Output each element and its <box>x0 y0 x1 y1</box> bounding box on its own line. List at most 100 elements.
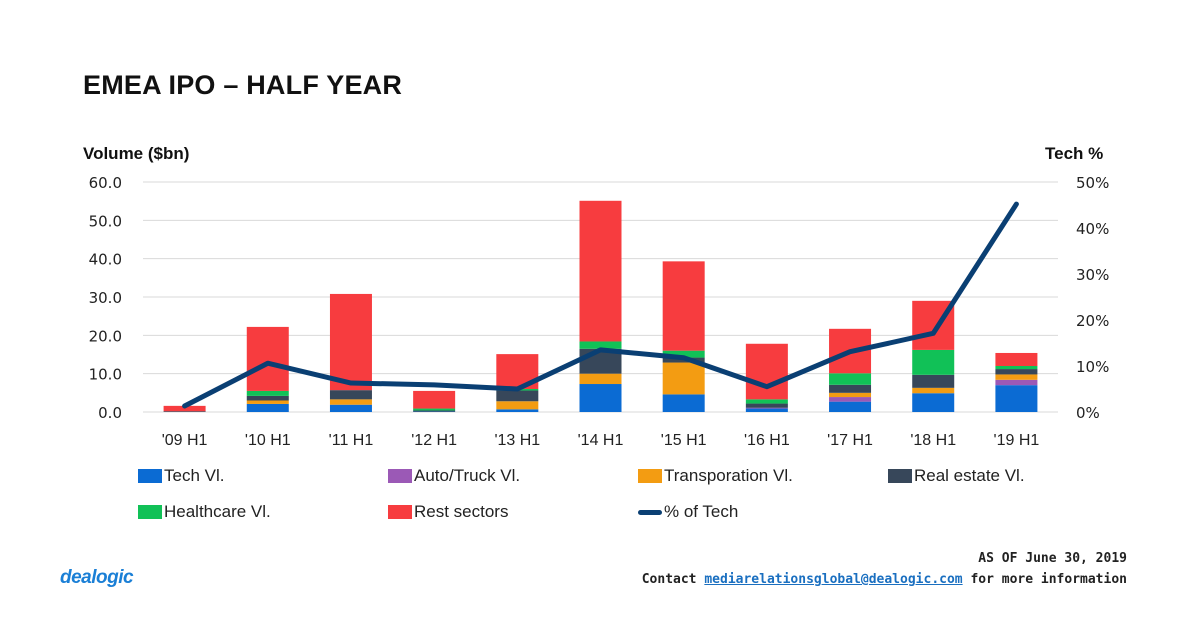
bar-segment-realestate <box>413 410 456 412</box>
bar-segment-healthcare <box>662 350 705 358</box>
bar-segment-healthcare <box>579 341 622 349</box>
legend-swatch-auto <box>388 469 412 483</box>
y-tick-label: 40.0 <box>89 251 122 269</box>
bar-segment-rest <box>163 405 206 412</box>
left-axis-title: Volume ($bn) <box>83 144 190 163</box>
bar-segment-realestate <box>829 384 872 393</box>
bar-segment-rest <box>413 390 456 409</box>
legend-label: Transporation Vl. <box>664 466 793 485</box>
legend-item-realestate: Real estate Vl. <box>888 466 1025 486</box>
contact-email-link[interactable]: mediarelationsglobal@dealogic.com <box>704 572 963 587</box>
bar-segment-transport <box>829 392 872 398</box>
bar-segment-auto <box>745 407 788 409</box>
bar-segment-tech <box>579 384 622 412</box>
y2-tick-label: 50% <box>1076 174 1109 192</box>
bar-segment-tech <box>662 394 705 412</box>
contact-suffix: for more information <box>970 572 1127 587</box>
y-tick-label: 0.0 <box>98 404 122 422</box>
legend-label: Auto/Truck Vl. <box>414 466 521 485</box>
bar-segment-transport <box>662 362 705 395</box>
x-tick-label: '10 H1 <box>245 432 291 449</box>
x-tick-label: '11 H1 <box>329 432 374 449</box>
footer: AS OF June 30, 2019 Contact mediarelatio… <box>642 548 1127 590</box>
bar-segment-transport <box>496 401 539 410</box>
legend-swatch-tech <box>138 469 162 483</box>
bar-segment-transport <box>995 374 1038 380</box>
bar-segment-tech <box>745 408 788 412</box>
legend-swatch-healthcare <box>138 505 162 519</box>
bar-segment-healthcare <box>912 349 955 375</box>
bar-segment-rest <box>995 352 1038 366</box>
right-axis-title: Tech % <box>1045 144 1104 163</box>
bar-segment-rest <box>246 326 289 391</box>
bar-segment-realestate <box>745 403 788 408</box>
bar-segment-tech <box>496 409 539 412</box>
bar-segment-realestate <box>246 395 289 401</box>
legend-item-tech: Tech Vl. <box>138 466 224 486</box>
dealogic-logo: dealogic <box>60 567 134 588</box>
legend-label: Tech Vl. <box>164 466 225 485</box>
x-tick-label: '14 H1 <box>578 432 624 449</box>
y-tick-label: 30.0 <box>89 289 122 307</box>
bar-segment-transport <box>329 399 372 405</box>
contact-line: Contact mediarelationsglobal@dealogic.co… <box>642 569 1127 590</box>
bar-segment-rest <box>662 261 705 351</box>
bar-segment-healthcare <box>246 390 289 396</box>
x-tick-label: '13 H1 <box>494 432 540 449</box>
legend-swatch-transport <box>638 469 662 483</box>
bar-segment-realestate <box>329 390 372 400</box>
y2-tick-label: 0% <box>1076 404 1100 422</box>
tech-share-line <box>182 201 1019 409</box>
x-tick-label: '19 H1 <box>994 432 1040 449</box>
bar-segment-transport <box>246 400 289 404</box>
bar-segment-transport <box>912 387 955 394</box>
y2-tick-label: 40% <box>1076 220 1109 238</box>
x-tick-label: '16 H1 <box>744 432 790 449</box>
bar-segment-tech <box>329 404 372 412</box>
bar-segment-auto <box>829 397 872 402</box>
chart-title: EMEA IPO – HALF YEAR <box>83 70 403 100</box>
bar-segment-auto <box>995 379 1038 386</box>
contact-prefix: Contact <box>641 572 697 587</box>
bar-segment-tech <box>995 385 1038 412</box>
bar-segment-rest <box>329 293 372 391</box>
legend-swatch-rest <box>388 505 412 519</box>
right-axis-ticks: 0% 10% 20% 30% 40% 50% <box>1076 174 1109 422</box>
y2-tick-label: 10% <box>1076 358 1109 376</box>
bar-segment-tech <box>829 401 872 412</box>
bar-segment-realestate <box>995 369 1038 375</box>
bar-segment-tech <box>246 403 289 412</box>
legend-line-swatch <box>638 509 662 515</box>
y2-tick-label: 20% <box>1076 312 1109 330</box>
y2-tick-label: 30% <box>1076 266 1109 284</box>
legend-label: Real estate Vl. <box>914 466 1025 485</box>
x-tick-label: '17 H1 <box>827 432 873 449</box>
bar-segment-realestate <box>912 374 955 388</box>
x-axis-ticks: '09 H1 '10 H1 '11 H1 '12 H1 '13 H1 '14 H1 '15 … <box>162 432 1040 449</box>
legend-item-transport: Transporation Vl. <box>638 466 793 486</box>
legend-item-auto: Auto/Truck Vl. <box>388 466 520 486</box>
bar-segment-transport <box>579 373 622 385</box>
legend-label: Healthcare Vl. <box>164 502 271 521</box>
bar-segment-healthcare <box>413 408 456 411</box>
y-tick-label: 50.0 <box>89 212 122 230</box>
y-tick-label: 10.0 <box>89 366 122 384</box>
as-of-date: AS OF June 30, 2019 <box>978 551 1127 566</box>
bar-segment-rest <box>745 343 788 400</box>
legend-item-healthcare: Healthcare Vl. <box>138 502 271 522</box>
x-tick-label: '15 H1 <box>661 432 707 449</box>
legend-swatch-realestate <box>888 469 912 483</box>
bar-segment-tech <box>912 393 955 412</box>
bar-segment-healthcare <box>995 366 1038 370</box>
x-tick-label: '09 H1 <box>162 432 208 449</box>
x-tick-label: '18 H1 <box>910 432 956 449</box>
bar-segment-healthcare <box>829 373 872 385</box>
legend-label: % of Tech <box>664 502 739 521</box>
bar-segment-healthcare <box>745 399 788 404</box>
legend-item-tech-share: % of Tech <box>638 502 738 522</box>
bar-segment-realestate <box>163 411 206 412</box>
bar-segment-rest <box>579 200 622 342</box>
legend-label: Rest sectors <box>414 502 509 521</box>
legend-item-rest: Rest sectors <box>388 502 508 522</box>
